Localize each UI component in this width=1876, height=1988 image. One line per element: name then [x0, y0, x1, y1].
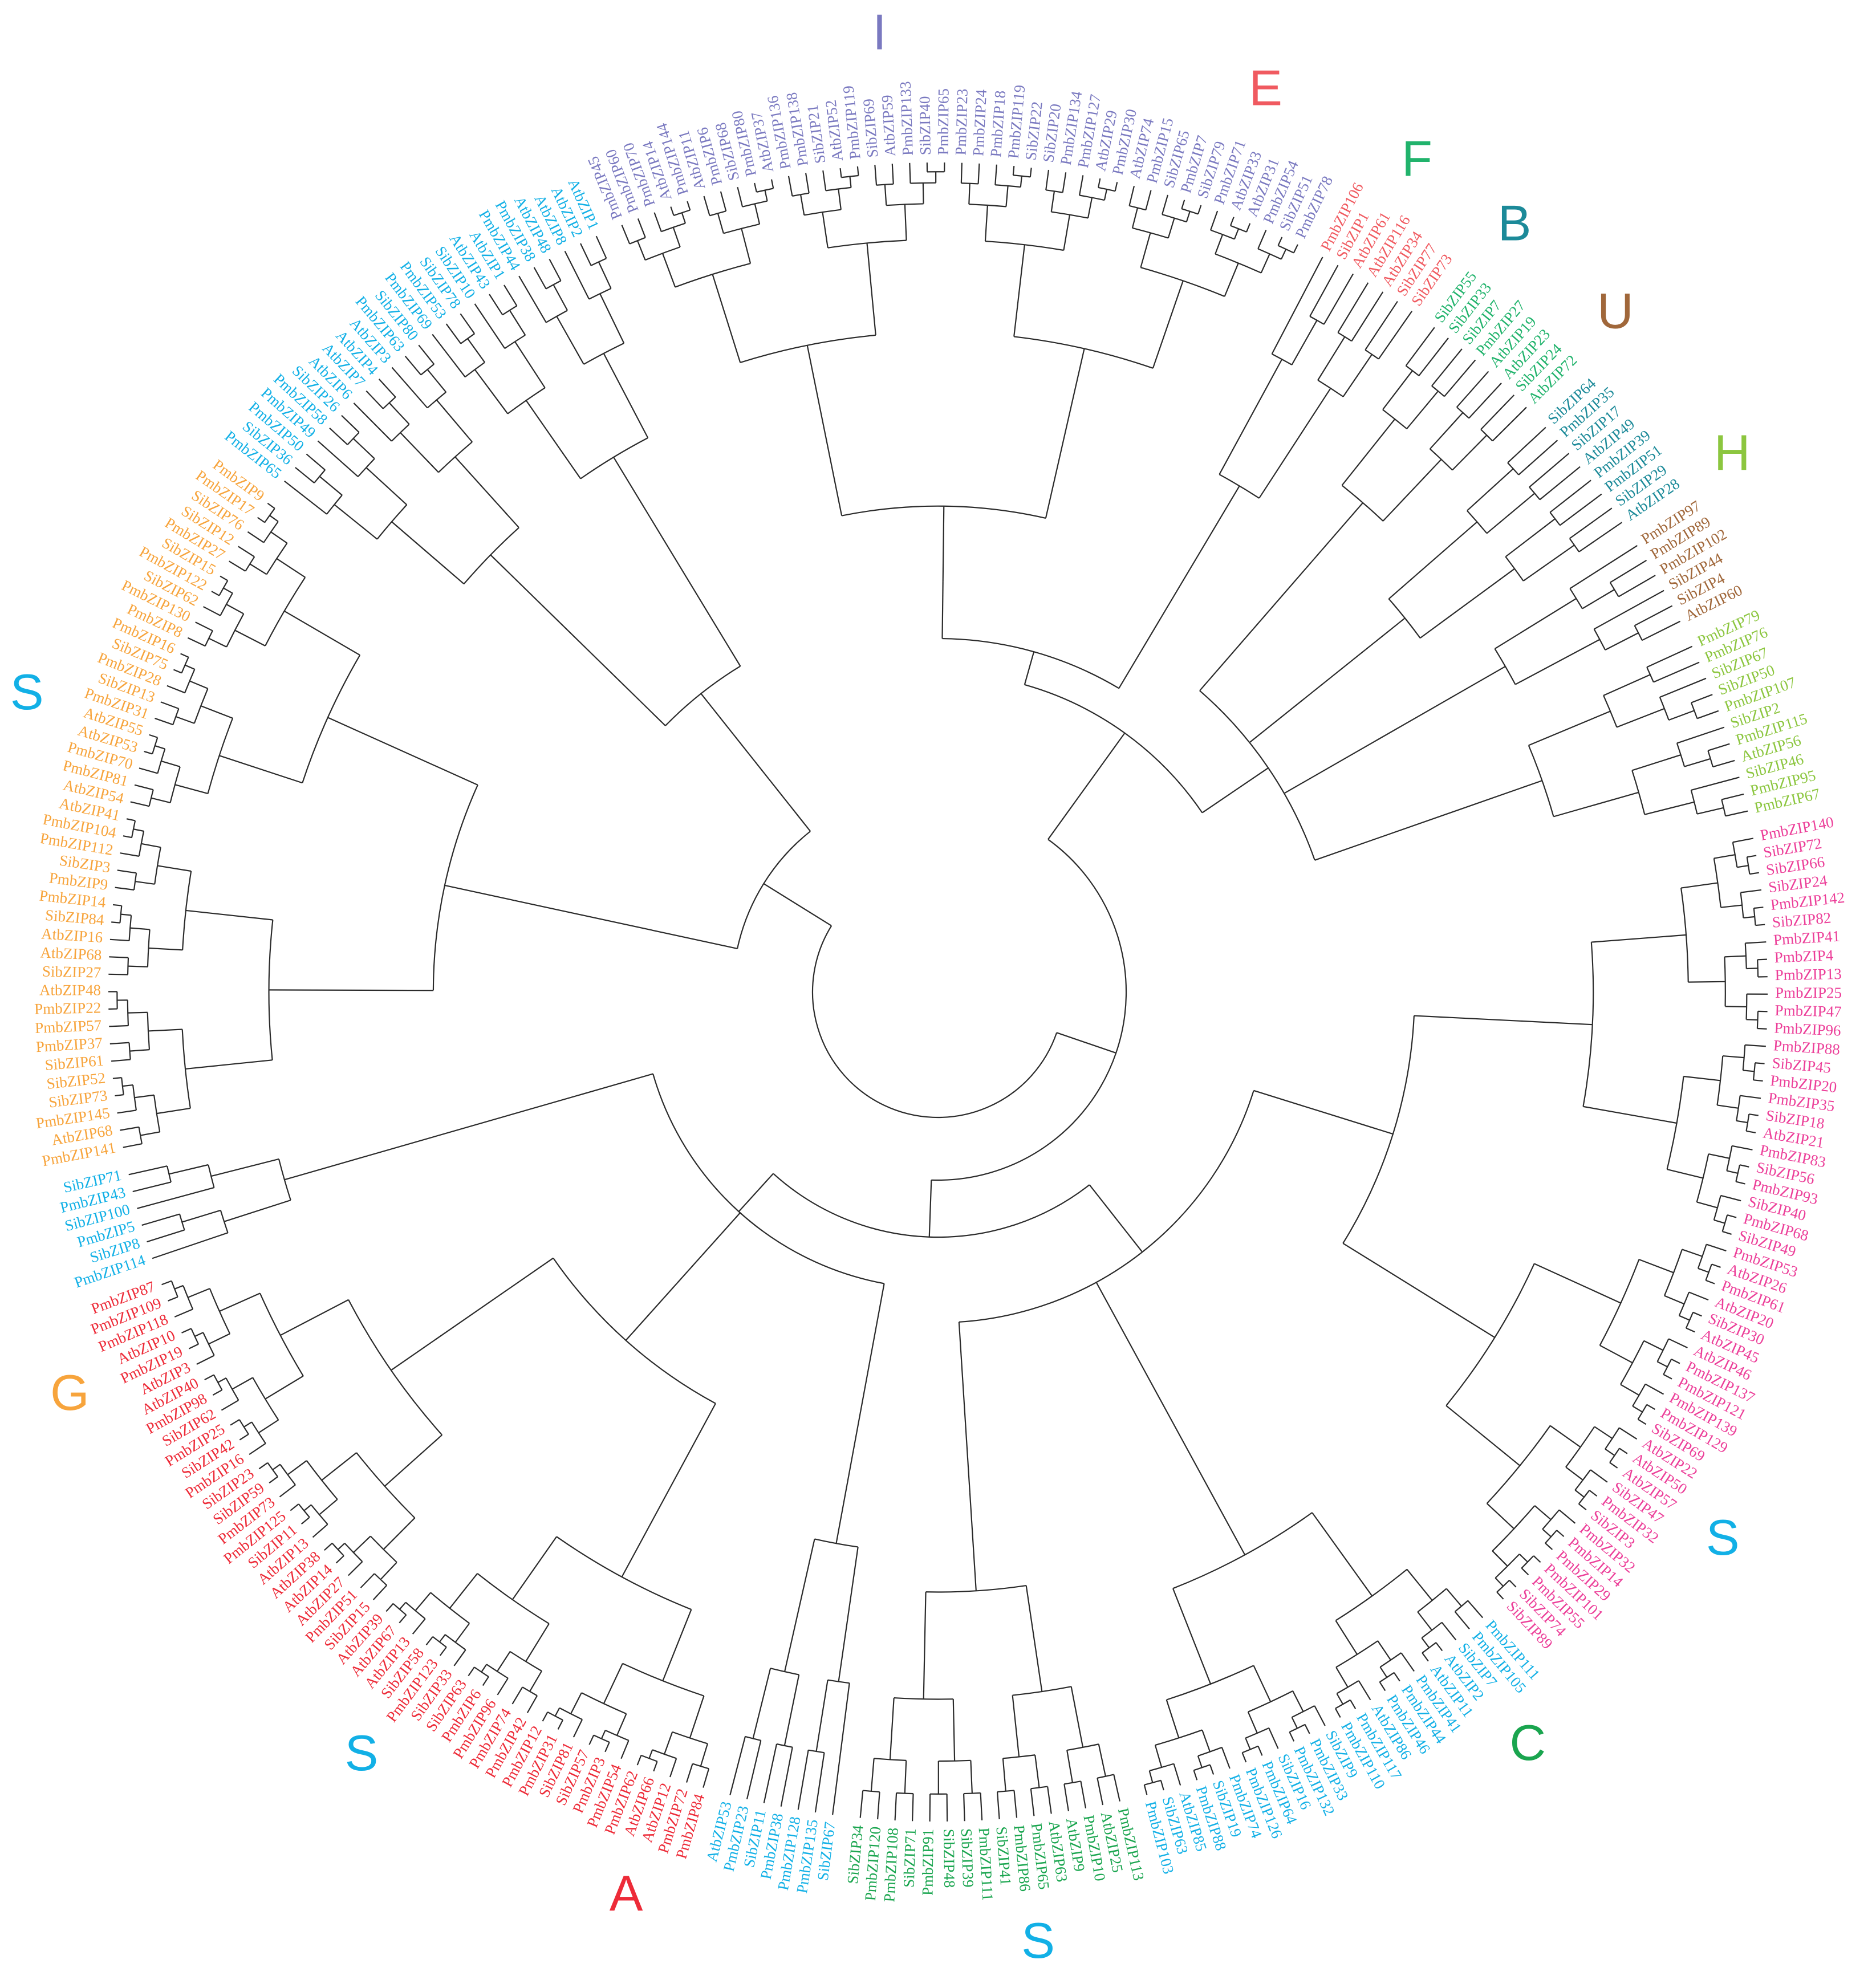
- clade-label: B: [1498, 195, 1532, 251]
- leaf-label: PmbZIP23: [952, 88, 971, 156]
- clade-label: S: [10, 664, 44, 720]
- leaf-label: SibZIP71: [900, 1828, 919, 1888]
- leaf-label: SibZIP39: [958, 1828, 977, 1888]
- clade-label: G: [50, 1364, 89, 1421]
- leaf-label: PmbZIP57: [35, 1017, 102, 1036]
- clade-label: S: [345, 1725, 379, 1781]
- leaf-label: PmbZIP65: [935, 88, 952, 155]
- leaf-label: PmbZIP91: [919, 1829, 937, 1896]
- leaf-label: PmbZIP96: [1774, 1019, 1841, 1039]
- leaf-label: PmbZIP47: [1775, 1002, 1842, 1021]
- leaf-labels: PmbZIP45PmbZIP60PmbZIP70AtbZIP14PmbZIP14…: [34, 81, 1845, 1902]
- leaf-label: PmbZIP24: [969, 89, 990, 157]
- leaf-label: PmbZIP4: [1774, 946, 1834, 966]
- leaf-label: PmbZIP37: [35, 1034, 103, 1055]
- leaf-label: PmbZIP13: [1775, 965, 1842, 983]
- leaf-label: AtbZIP16: [40, 925, 103, 946]
- leaf-label: PmbZIP111: [976, 1827, 997, 1901]
- leaf-label: AtbZIP59: [878, 95, 899, 157]
- clade-label: S: [1021, 1912, 1055, 1969]
- clade-label: I: [872, 3, 886, 60]
- clade-label: S: [1706, 1509, 1740, 1566]
- leaf-label: PmbZIP25: [1775, 984, 1842, 1001]
- leaf-label: SibZIP41: [993, 1826, 1014, 1886]
- leaf-label: AtbZIP68: [40, 944, 102, 963]
- clade-label: H: [1714, 424, 1751, 481]
- clade-label: C: [1510, 1714, 1546, 1771]
- leaf-label: SibZIP40: [916, 96, 933, 155]
- leaf-label: SibZIP27: [42, 963, 101, 981]
- leaf-label: SibZIP48: [940, 1829, 958, 1888]
- clade-labels: IEFBUHDSCSASGS: [10, 3, 1876, 1969]
- leaf-label: PmbZIP41: [1773, 928, 1841, 949]
- clade-label: A: [610, 1865, 643, 1922]
- leaf-label: SibZIP69: [860, 98, 882, 158]
- tree-branches: [108, 162, 1768, 1822]
- clade-label: E: [1249, 60, 1282, 116]
- leaf-label: PmbZIP133: [897, 81, 916, 156]
- leaf-label: PmbZIP22: [34, 999, 101, 1017]
- leaf-label: PmbZIP108: [880, 1827, 902, 1902]
- leaf-label: AtbZIP48: [39, 981, 101, 998]
- clade-label: U: [1597, 282, 1634, 339]
- clade-label: F: [1402, 130, 1432, 186]
